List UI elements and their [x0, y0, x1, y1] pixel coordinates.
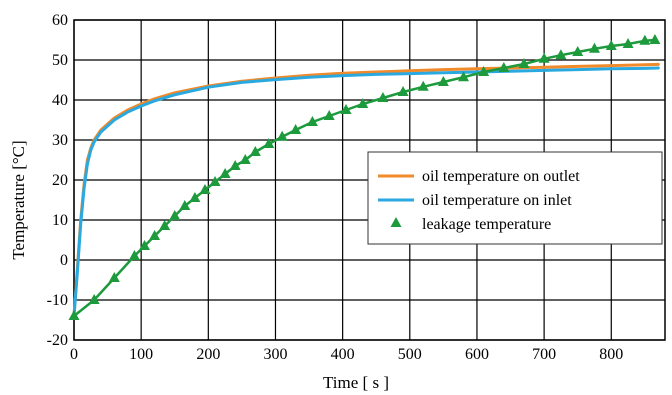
leakage-marker-1 — [88, 294, 100, 304]
leakage-marker-32 — [555, 49, 567, 60]
leakage-marker-27 — [458, 71, 470, 82]
leakage-marker-35 — [605, 40, 617, 50]
series-line-1 — [72, 66, 660, 318]
legend-label-outlet: oil temperature on outlet — [422, 168, 580, 185]
leakage-marker-34 — [588, 42, 600, 53]
plot-frame — [73, 19, 666, 341]
leakage-marker-6 — [159, 220, 171, 230]
y-tick-label-4: 20 — [52, 172, 68, 189]
legend: oil temperature on outlet oil temperatur… — [367, 151, 663, 245]
leakage-marker-11 — [209, 176, 221, 186]
y-tick-label-1: -10 — [47, 292, 68, 309]
leakage-marker-30 — [518, 58, 530, 68]
legend-label-inlet: oil temperature on inlet — [422, 192, 572, 209]
leakage-marker-22 — [357, 98, 369, 108]
leakage-marker-19 — [306, 116, 318, 126]
y-tick-label-8: 60 — [52, 12, 68, 29]
leakage-marker-14 — [239, 154, 251, 164]
leakage-marker-12 — [219, 168, 231, 178]
leakage-marker-3 — [128, 250, 140, 260]
legend-swatch-leakage — [390, 217, 402, 227]
leakage-marker-16 — [263, 138, 275, 148]
leakage-marker-15 — [249, 146, 261, 156]
leakage-marker-20 — [323, 110, 335, 120]
legend-label-leakage: leakage temperature — [422, 216, 551, 233]
x-tick-label-7: 700 — [532, 346, 556, 363]
leakage-marker-24 — [397, 86, 409, 96]
y-tick-label-7: 50 — [52, 52, 68, 69]
x-tick-label-1: 100 — [129, 346, 153, 363]
series-layer — [68, 34, 661, 320]
leakage-marker-9 — [189, 192, 201, 202]
leakage-marker-29 — [498, 62, 510, 72]
x-tick-label-4: 400 — [331, 346, 355, 363]
x-tick-label-0: 0 — [70, 346, 78, 363]
x-tick-label-5: 500 — [398, 346, 422, 363]
leakage-marker-2 — [108, 272, 120, 282]
legend-box — [367, 151, 663, 245]
leakage-marker-5 — [149, 230, 161, 240]
leakage-marker-18 — [290, 124, 302, 134]
leakage-marker-28 — [478, 66, 490, 76]
x-tick-label-2: 200 — [196, 346, 220, 363]
leakage-marker-31 — [538, 52, 550, 63]
x-tick-label-8: 800 — [599, 346, 623, 363]
y-axis-label: Temperature [°C] — [9, 140, 28, 259]
y-tick-label-0: -20 — [47, 332, 68, 349]
y-tick-label-6: 40 — [52, 92, 68, 109]
leakage-marker-37 — [639, 34, 651, 45]
y-tick-label-3: 10 — [52, 212, 68, 229]
leakage-marker-38 — [649, 34, 661, 44]
leakage-marker-33 — [572, 46, 584, 56]
leakage-marker-17 — [276, 130, 288, 141]
leakage-marker-21 — [340, 104, 352, 114]
x-tick-label-6: 600 — [465, 346, 489, 363]
leakage-marker-4 — [139, 240, 151, 250]
leakage-marker-7 — [169, 210, 181, 220]
x-axis-label: Time [ s ] — [323, 373, 389, 392]
leakage-marker-0 — [68, 310, 80, 320]
leakage-marker-13 — [229, 160, 241, 170]
leakage-marker-10 — [199, 184, 211, 194]
leakage-marker-36 — [622, 38, 634, 48]
leakage-marker-8 — [179, 200, 191, 210]
y-tick-label-2: 0 — [60, 252, 68, 269]
x-tick-label-3: 300 — [263, 346, 287, 363]
y-tick-label-5: 30 — [52, 132, 68, 149]
tick-labels: 0 100 200 300 400 500 600 700 800 -20 -10 0 10 20 30 40… — [47, 12, 624, 363]
leakage-marker-25 — [417, 80, 429, 91]
leakage-marker-26 — [437, 76, 449, 86]
leakage-marker-23 — [377, 92, 389, 102]
